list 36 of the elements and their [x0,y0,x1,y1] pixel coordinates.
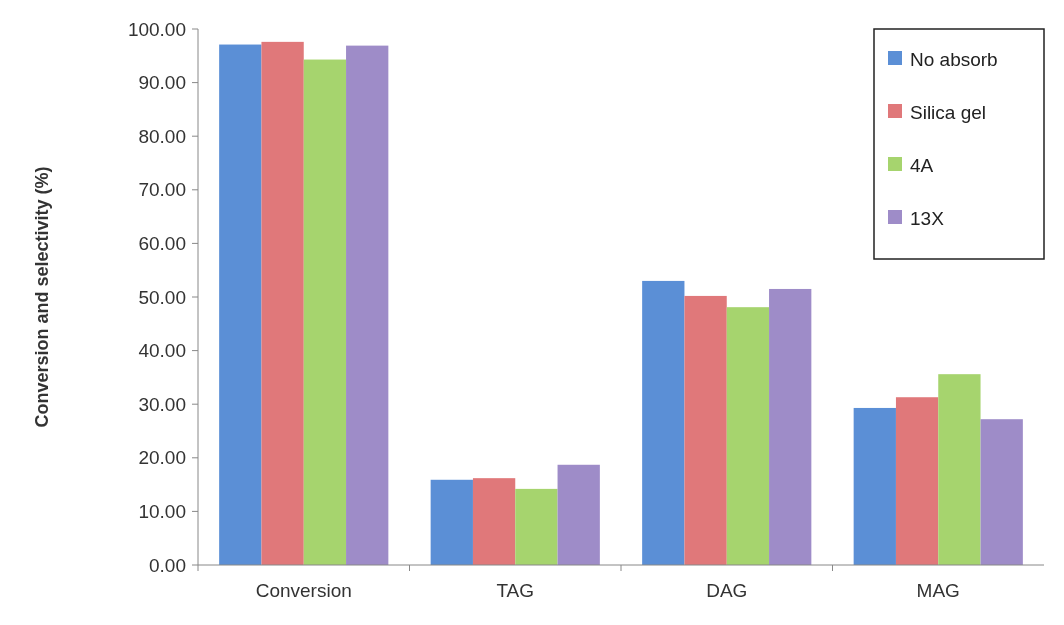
x-tick-label: DAG [706,580,748,601]
x-tick-label: MAG [916,580,960,601]
bar [684,295,727,565]
legend-label: 13X [910,207,945,229]
bar [980,419,1023,565]
bar [219,44,262,565]
bar [853,407,896,565]
y-tick-label: 90.00 [138,72,186,94]
y-tick-label: 100.00 [127,18,186,40]
y-tick-label: 60.00 [138,233,186,255]
legend-label: 4A [910,154,934,176]
y-axis-title: Conversion and selectivity (%) [32,166,52,428]
y-tick-label: 30.00 [138,393,186,415]
bar [557,464,600,565]
bar [726,307,770,565]
bar [938,374,981,565]
legend-label: No absorb [910,48,998,70]
bar [261,41,304,565]
bar [472,478,516,565]
y-tick-label: 0.00 [149,554,186,576]
bar [515,488,558,565]
x-tick-label: TAG [496,580,535,601]
bar [303,59,347,565]
bar [346,45,389,565]
y-tick-label: 40.00 [138,340,186,362]
y-tick-label: 50.00 [138,286,186,308]
y-tick-label: 20.00 [138,447,186,469]
bar [895,397,939,565]
x-tick-label: Conversion [255,580,352,601]
bar [430,479,473,565]
legend-label: Silica gel [910,101,987,123]
y-tick-label: 80.00 [138,125,186,147]
y-tick-label: 70.00 [138,179,186,201]
y-tick-label: 10.00 [138,501,186,523]
bar [769,288,812,565]
bar [642,280,685,565]
